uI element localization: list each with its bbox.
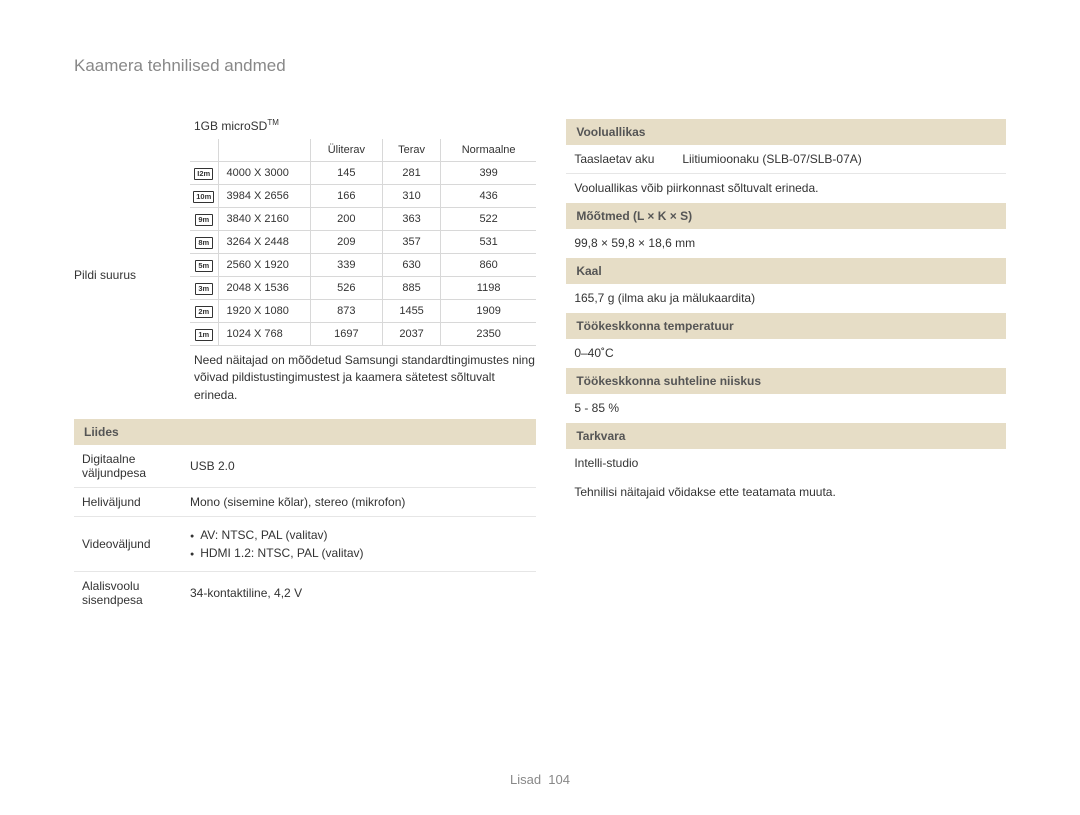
liides-header: Liides: [74, 418, 536, 445]
final-note: Tehnilisi näitajaid võidakse ette teatam…: [566, 477, 1006, 499]
niiskus-header: Töökeskkonna suhteline niiskus: [566, 367, 1006, 394]
size-icon: 5m: [195, 260, 213, 272]
spec-row: Heliväljund Mono (sisemine kõlar), stere…: [74, 488, 536, 517]
pildi-suurus-label: Pildi suurus: [74, 118, 190, 282]
table-row: 3m2048 X 15365268851198: [190, 277, 536, 300]
table-row: 10m3984 X 2656166310436: [190, 185, 536, 208]
size-icon: 10m: [193, 191, 214, 203]
temp-value: 0–40˚C: [566, 339, 1006, 367]
table-row: 5m2560 X 1920339630860: [190, 254, 536, 277]
page-title: Kaamera tehnilised andmed: [74, 56, 1006, 76]
size-icon: 3m: [195, 283, 213, 295]
kaal-value: 165,7 g (ilma aku ja mälukaardita): [566, 284, 1006, 312]
size-icon: 8m: [195, 237, 213, 249]
spec-row: Alalisvoolu sisendpesa 34-kontaktiline, …: [74, 572, 536, 614]
size-icon: 9m: [195, 214, 213, 226]
size-icon: I2m: [194, 168, 213, 180]
microsd-header: 1GB microSDTM: [190, 118, 536, 139]
col-terav: Terav: [383, 139, 441, 162]
vooluallikas-header: Vooluallikas: [566, 118, 1006, 145]
size-icon: 1m: [195, 329, 213, 341]
mootmed-header: Mõõtmed (L × K × S): [566, 202, 1006, 229]
niiskus-value: 5 - 85 %: [566, 394, 1006, 422]
battery-note: Vooluallikas võib piirkonnast sõltuvalt …: [566, 174, 1006, 202]
tarkvara-value: Intelli-studio: [566, 449, 1006, 477]
kaal-header: Kaal: [566, 257, 1006, 284]
spec-row: Videoväljund AV: NTSC, PAL (valitav)HDMI…: [74, 517, 536, 572]
table-row: 9m3840 X 2160200363522: [190, 208, 536, 231]
table-note: Need näitajad on mõõdetud Samsungi stand…: [190, 346, 536, 404]
list-item: AV: NTSC, PAL (valitav): [190, 526, 528, 544]
list-item: HDMI 1.2: NTSC, PAL (valitav): [190, 544, 528, 562]
table-row: 1m1024 X 768169720372350: [190, 323, 536, 346]
temp-header: Töökeskkonna temperatuur: [566, 312, 1006, 339]
col-normaalne: Normaalne: [440, 139, 536, 162]
col-uliterav: Üliterav: [310, 139, 383, 162]
tarkvara-header: Tarkvara: [566, 422, 1006, 449]
mootmed-value: 99,8 × 59,8 × 18,6 mm: [566, 229, 1006, 257]
table-row: I2m4000 X 3000145281399: [190, 162, 536, 185]
table-row: 2m1920 X 108087314551909: [190, 300, 536, 323]
table-row: 8m3264 X 2448209357531: [190, 231, 536, 254]
spec-row: Taaslaetav aku Liitiumioonaku (SLB-07/SL…: [566, 145, 1006, 174]
size-icon: 2m: [195, 306, 213, 318]
size-table: Üliterav Terav Normaalne I2m4000 X 30001…: [190, 139, 536, 346]
spec-row: Digitaalne väljundpesa USB 2.0: [74, 445, 536, 488]
page-footer: Lisad 104: [0, 772, 1080, 787]
